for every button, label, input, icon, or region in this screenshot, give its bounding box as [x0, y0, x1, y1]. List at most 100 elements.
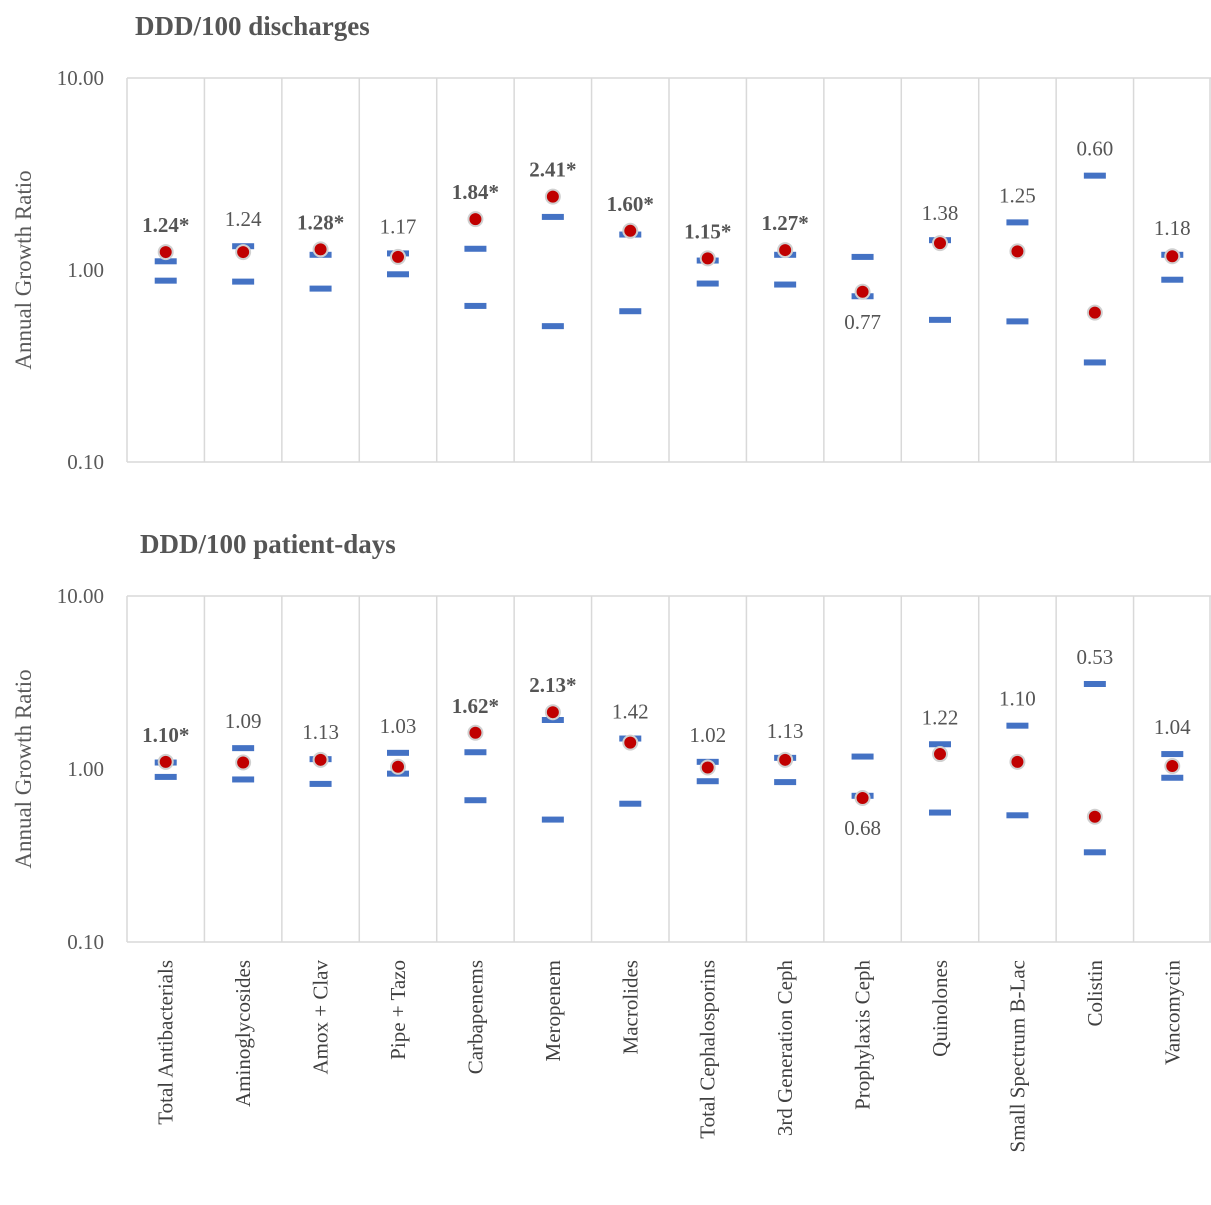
ci-high-mark — [851, 753, 874, 760]
data-label: 1.10 — [999, 687, 1036, 711]
ci-low-mark — [696, 280, 719, 287]
data-label: 0.68 — [844, 816, 881, 840]
data-label: 1.60* — [607, 192, 654, 216]
ci-low-mark — [774, 281, 797, 288]
data-point — [932, 235, 948, 252]
ci-low-mark — [1083, 849, 1106, 856]
data-label: 2.41* — [529, 158, 576, 182]
ci-high-mark — [1006, 219, 1029, 226]
ci-low-mark — [929, 316, 951, 323]
y-tick-label: 1.00 — [67, 258, 104, 282]
data-label: 0.77 — [844, 310, 881, 334]
ci-low-mark — [232, 278, 255, 285]
category-label: 3rd Generation Ceph — [773, 960, 797, 1137]
category-label: Total Cephalosporins — [696, 960, 720, 1139]
ci-low-mark — [1161, 774, 1184, 781]
ci-high-mark — [1006, 722, 1029, 729]
ci-low-mark — [309, 780, 332, 787]
data-point — [622, 222, 639, 239]
data-point — [544, 704, 561, 721]
ci-low-mark — [464, 302, 487, 309]
category-label: Quinolones — [928, 960, 952, 1057]
data-label: 1.02 — [689, 723, 726, 747]
chart-title: DDD/100 discharges — [135, 11, 370, 41]
data-label: 1.25 — [999, 183, 1036, 207]
data-label: 1.24* — [142, 213, 189, 237]
ci-low-mark — [541, 816, 564, 823]
category-label: Carbapenems — [463, 960, 487, 1074]
ci-low-mark — [696, 778, 719, 785]
ci-low-mark — [1006, 318, 1029, 325]
category-label: Colistin — [1083, 960, 1107, 1027]
data-point — [1086, 304, 1103, 321]
data-label: 1.84* — [452, 180, 499, 204]
ci-low-mark — [619, 800, 642, 807]
data-point — [1009, 243, 1026, 260]
ci-low-mark — [1161, 276, 1184, 283]
data-label: 1.09 — [225, 709, 262, 733]
data-label: 0.53 — [1076, 645, 1113, 669]
category-label: Total Antibacterials — [154, 960, 178, 1125]
data-point — [622, 734, 639, 751]
ci-low-mark — [619, 308, 642, 315]
data-point — [699, 250, 716, 267]
panel-patient-days: DDD/100 patient-days Annual Growth Ratio 1… — [11, 529, 1211, 954]
y-tick-label: 1.00 — [67, 757, 104, 781]
ci-low-mark — [774, 779, 797, 786]
data-point — [544, 188, 561, 205]
data-label: 1.28* — [297, 210, 344, 234]
category-axis: Total Antibacterials Aminoglycosides Amox … — [154, 960, 1185, 1153]
data-label: 1.04 — [1154, 715, 1191, 739]
category-label: Meropenem — [541, 960, 565, 1061]
data-point — [1009, 753, 1026, 770]
ci-low-mark — [464, 797, 487, 804]
ci-low-mark — [154, 773, 177, 780]
data-label: 1.62* — [452, 694, 499, 718]
data-point — [854, 283, 871, 300]
data-point — [390, 758, 406, 775]
ci-high-mark — [929, 741, 951, 748]
data-point — [235, 754, 252, 771]
data-point — [1086, 808, 1103, 825]
data-label: 1.18 — [1154, 216, 1191, 240]
y-tick-label: 10.00 — [57, 584, 104, 608]
data-label: 1.42 — [612, 700, 649, 724]
category-label: Small Spectrum B-Lac — [1005, 960, 1029, 1152]
data-label: 1.22 — [922, 705, 959, 729]
y-tick-label: 0.10 — [67, 450, 104, 474]
ci-high-mark — [232, 745, 255, 752]
y-tick-label: 10.00 — [57, 66, 104, 90]
ci-low-mark — [309, 285, 332, 292]
data-label: 1.38 — [922, 201, 959, 225]
category-label: Vancomycin — [1160, 960, 1184, 1065]
data-point — [157, 244, 174, 261]
ci-high-mark — [1083, 680, 1106, 687]
ci-low-mark — [232, 776, 255, 783]
data-label: 0.60 — [1076, 137, 1113, 161]
data-point — [1164, 758, 1181, 775]
data-label: 2.13* — [529, 673, 576, 697]
category-label: Pipe + Tazo — [386, 960, 410, 1060]
data-point — [467, 211, 484, 228]
data-label: 1.03 — [380, 714, 417, 738]
panel-discharges: DDD/100 discharges Annual Growth Ratio 10.… — [11, 11, 1211, 474]
data-point — [467, 724, 484, 741]
category-label: Amox + Clav — [309, 960, 333, 1075]
data-point — [854, 789, 871, 806]
ci-high-mark — [387, 749, 409, 756]
data-label: 1.15* — [684, 219, 731, 243]
category-label: Prophylaxis Ceph — [851, 960, 875, 1110]
ci-high-mark — [464, 245, 487, 252]
chart-title: DDD/100 patient-days — [140, 529, 396, 559]
category-label: Macrolides — [618, 960, 642, 1054]
ci-low-mark — [1006, 812, 1029, 819]
y-axis-title: Annual Growth Ratio — [11, 170, 36, 369]
ci-low-mark — [1083, 359, 1106, 366]
ci-low-mark — [929, 809, 951, 816]
ci-high-mark — [851, 253, 874, 260]
ci-low-mark — [154, 277, 177, 284]
data-point — [235, 244, 252, 261]
data-point — [699, 759, 716, 776]
